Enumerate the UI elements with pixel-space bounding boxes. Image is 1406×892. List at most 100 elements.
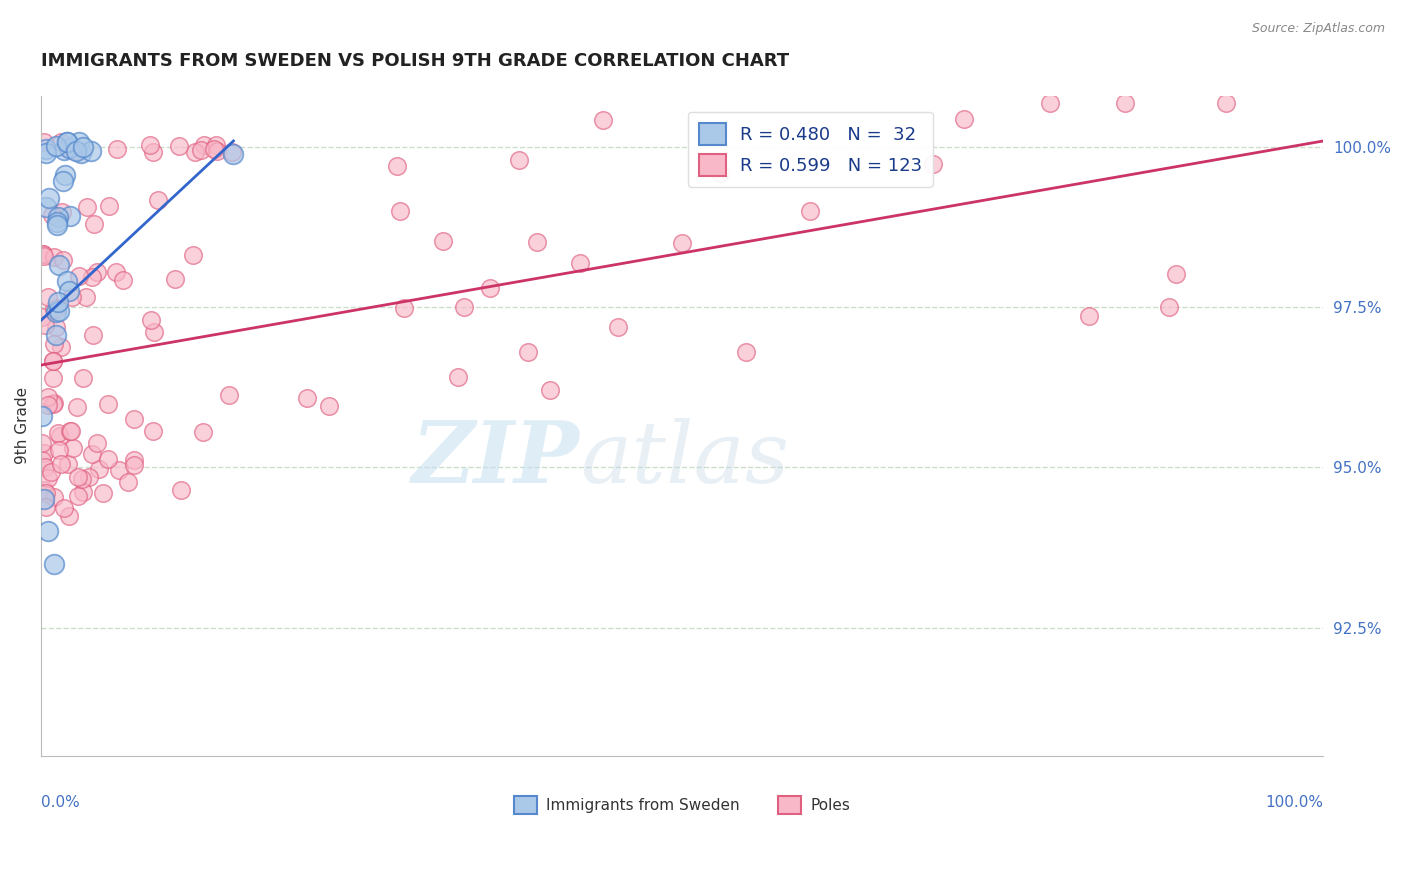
Point [122, 452, 145, 467]
Point [42, 301, 65, 316]
Point [607, 319, 630, 334]
Point [37, 399, 59, 413]
Text: ZIP: ZIP [412, 417, 579, 500]
Point [32, 483, 55, 497]
Point [191, 425, 214, 440]
Point [66, 400, 89, 414]
Point [568, 255, 591, 269]
Text: 0.0%: 0.0% [41, 795, 80, 810]
Point [37, 470, 59, 484]
Point [1215, 95, 1237, 110]
Point [35, 146, 58, 161]
Point [389, 204, 412, 219]
Point [59, 210, 82, 224]
Point [170, 483, 193, 497]
Point [86, 435, 108, 450]
Point [48, 210, 70, 224]
Point [49, 428, 72, 442]
Point [67, 268, 90, 283]
Point [108, 463, 131, 477]
Point [190, 143, 212, 157]
Point [45, 139, 67, 153]
Point [46, 295, 69, 310]
Point [60, 290, 83, 304]
Point [44, 490, 66, 504]
Point [1114, 95, 1136, 110]
Point [35, 200, 58, 214]
Point [76, 201, 98, 215]
Point [735, 345, 758, 359]
Point [1159, 301, 1181, 315]
Y-axis label: 9th Grade: 9th Grade [15, 387, 30, 465]
Point [318, 399, 340, 413]
Point [58, 509, 80, 524]
Point [508, 153, 530, 167]
Point [34, 318, 56, 333]
Point [45, 319, 67, 334]
Point [32, 492, 55, 507]
Point [58, 457, 80, 471]
Point [184, 145, 207, 159]
Point [31, 409, 53, 424]
Point [75, 290, 97, 304]
Point [45, 304, 67, 318]
Point [139, 137, 162, 152]
Point [58, 141, 80, 155]
Point [1038, 95, 1060, 110]
Point [70, 472, 93, 486]
Point [35, 500, 58, 515]
Point [56, 274, 79, 288]
Point [39, 465, 62, 479]
Point [91, 485, 114, 500]
Point [44, 327, 66, 342]
Point [42, 371, 65, 385]
Point [52, 174, 75, 188]
Point [67, 135, 90, 149]
Point [63, 145, 86, 159]
Point [167, 139, 190, 153]
Point [295, 391, 318, 405]
Point [77, 470, 100, 484]
Point [32, 249, 55, 263]
Point [163, 271, 186, 285]
Point [83, 217, 105, 231]
Point [139, 313, 162, 327]
Point [31, 452, 53, 467]
Legend: Immigrants from Sweden, Poles: Immigrants from Sweden, Poles [508, 789, 856, 821]
Point [122, 412, 145, 426]
Point [51, 457, 73, 471]
Point [48, 304, 70, 318]
Point [82, 269, 104, 284]
Point [82, 447, 104, 461]
Point [37, 289, 59, 303]
Point [447, 370, 470, 384]
Point [82, 328, 104, 343]
Point [97, 397, 120, 411]
Point [51, 252, 73, 267]
Point [1164, 267, 1187, 281]
Point [31, 436, 53, 450]
Point [45, 214, 67, 228]
Point [35, 142, 58, 156]
Point [59, 424, 82, 438]
Point [709, 166, 731, 180]
Point [58, 285, 80, 299]
Point [72, 140, 94, 154]
Point [671, 236, 693, 251]
Point [46, 218, 69, 232]
Point [218, 387, 240, 401]
Point [96, 451, 118, 466]
Point [70, 145, 93, 160]
Point [42, 354, 65, 368]
Point [222, 146, 245, 161]
Point [221, 145, 243, 159]
Point [921, 157, 943, 171]
Point [72, 371, 94, 385]
Point [35, 485, 58, 500]
Point [31, 247, 53, 261]
Point [53, 143, 76, 157]
Point [202, 142, 225, 156]
Point [1077, 309, 1099, 323]
Point [41, 208, 63, 222]
Point [517, 345, 540, 359]
